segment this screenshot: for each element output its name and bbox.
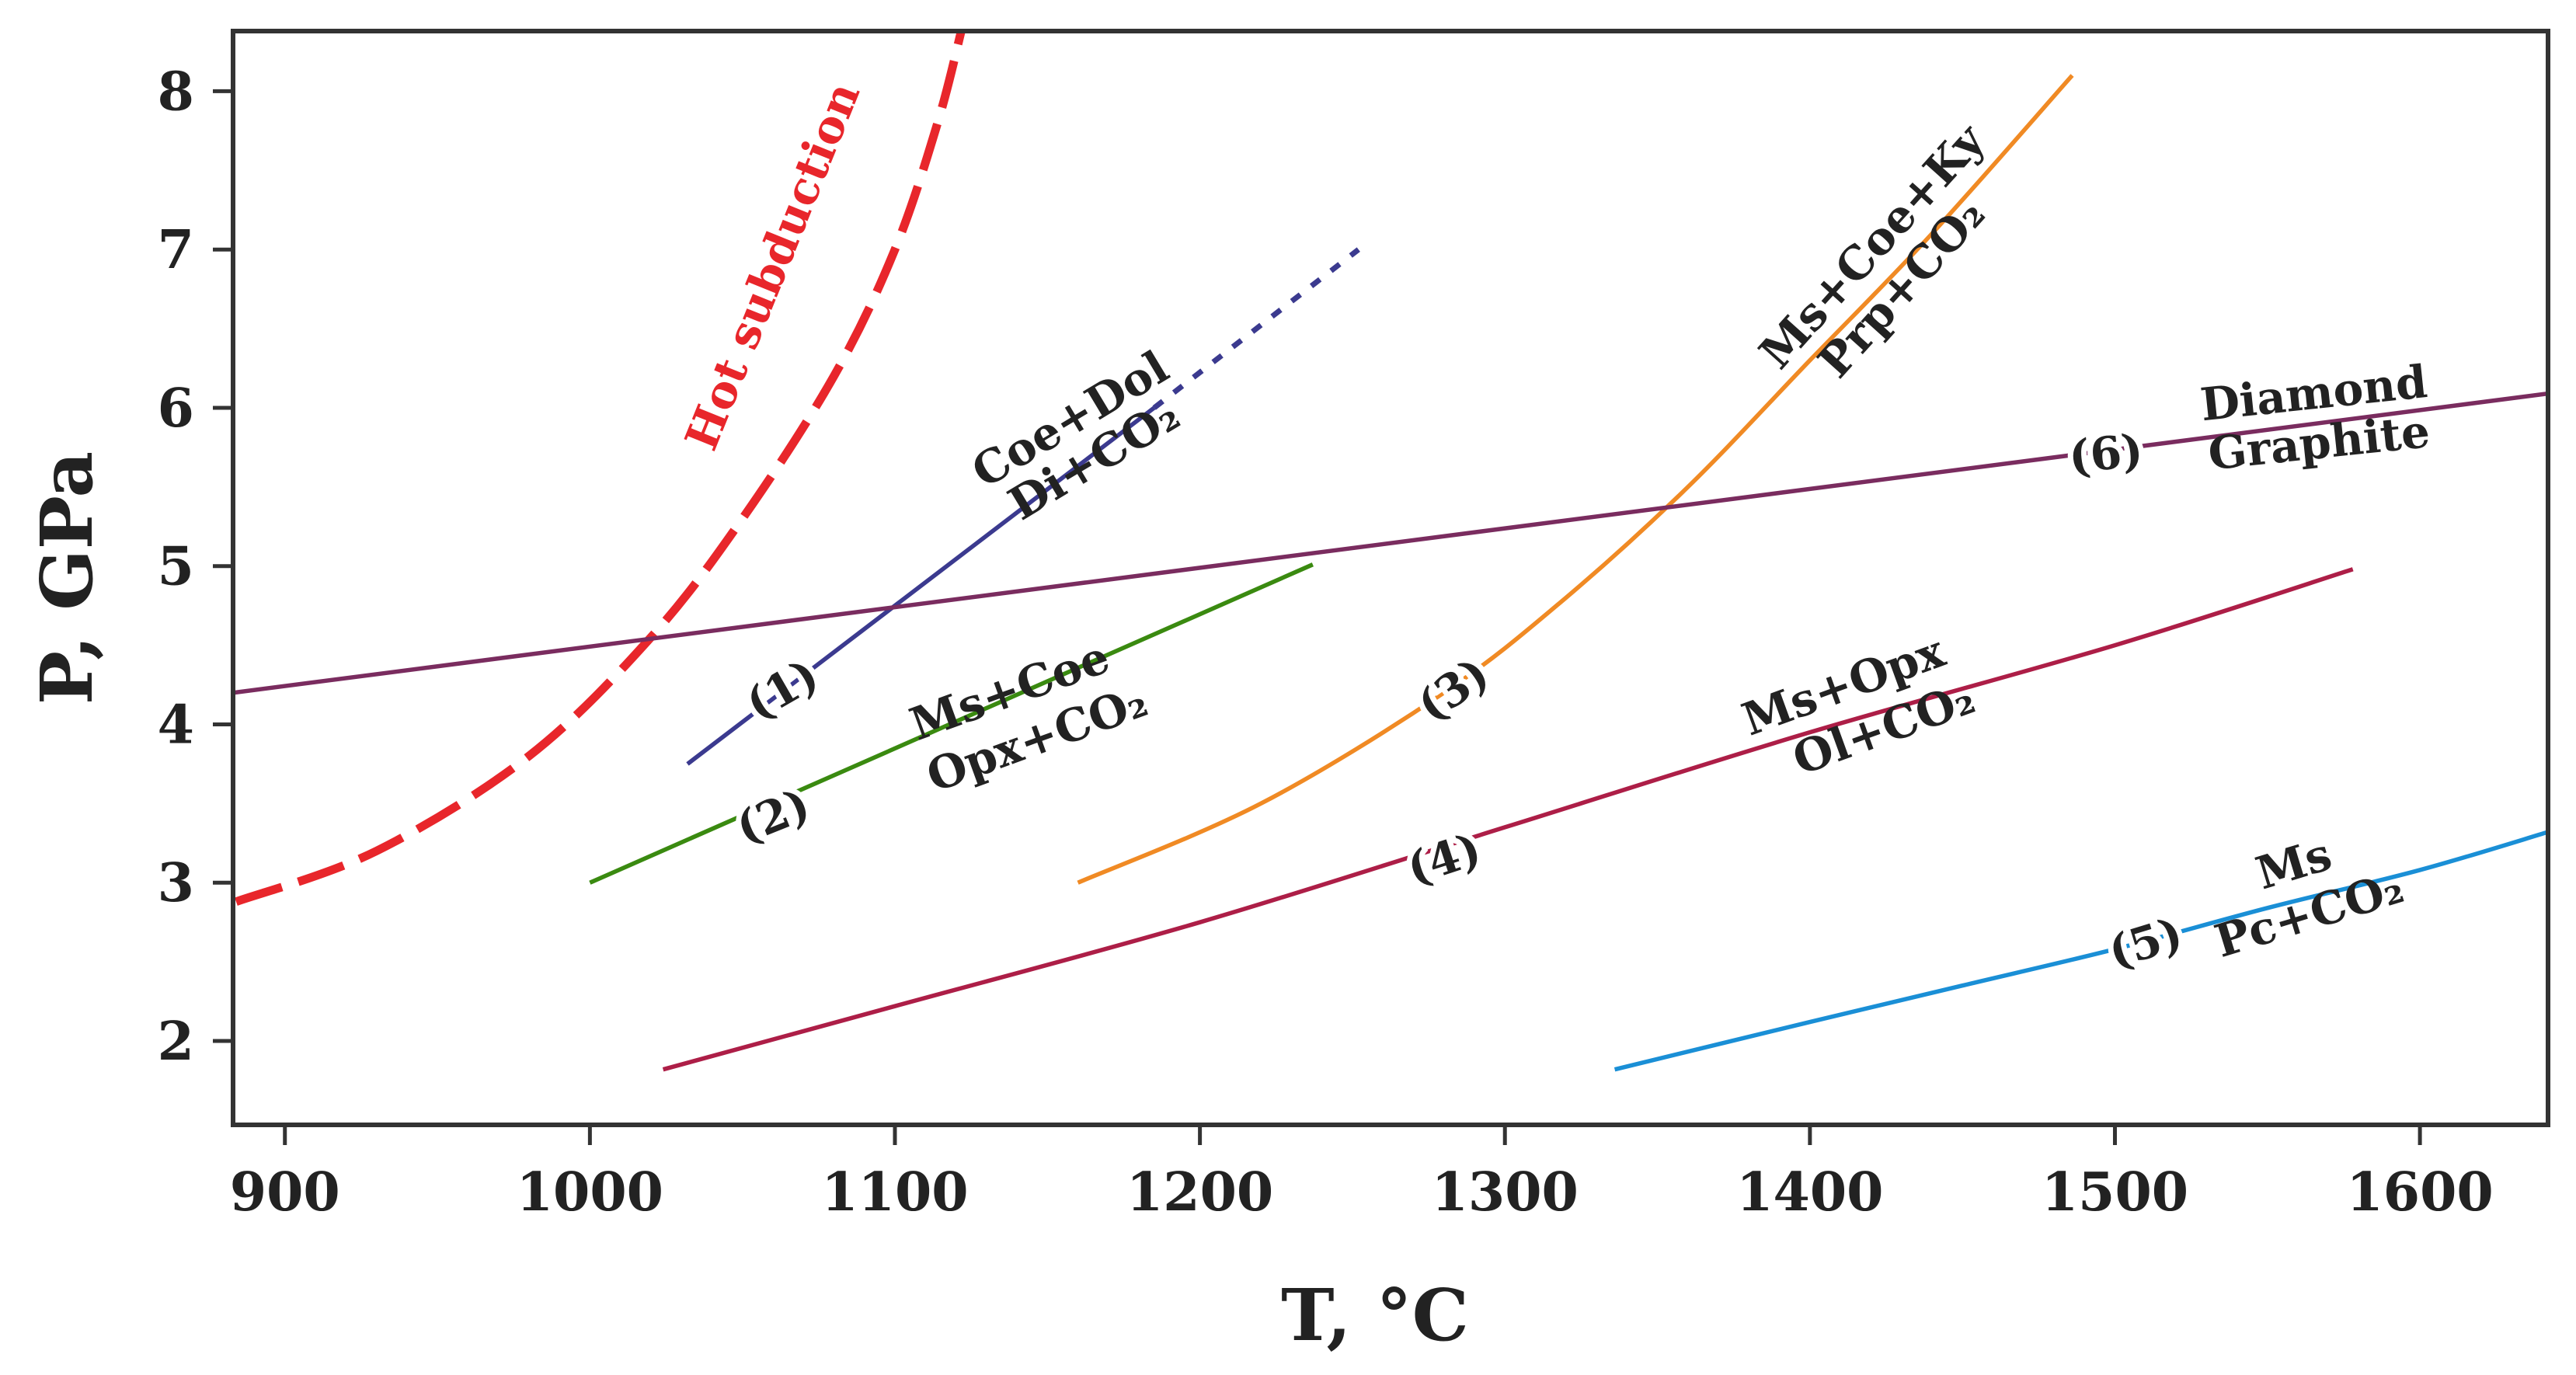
x-tick-label-1100: 1100 — [821, 1161, 968, 1224]
y-tick-label-7: 7 — [158, 219, 194, 281]
x-tick-label-1500: 1500 — [2042, 1161, 2188, 1224]
series-line-r3 — [1077, 74, 2074, 885]
series-line-r6 — [233, 391, 2548, 695]
y-tick-label-3: 3 — [158, 852, 194, 914]
series-line-r1 — [686, 406, 1156, 766]
hot-subduction-label: Hot subduction — [675, 75, 871, 457]
ticks-layer: 900 1000 1100 1200 1300 1400 1500 1600 2 3 4 5 6 7 8 — [158, 61, 2494, 1224]
y-tick-label-5: 5 — [158, 536, 194, 598]
reaction-4-labels: Ms+Opx Ol+CO₂ — [1735, 625, 1982, 786]
reaction-number-r6: (6) — [2066, 423, 2146, 484]
reaction-number-r5: (5) — [2102, 907, 2188, 979]
x-tick-label-900: 900 — [230, 1161, 340, 1224]
y-tick-label-4: 4 — [158, 694, 194, 756]
x-tick-label-1400: 1400 — [1736, 1161, 1883, 1224]
y-tick-label-2: 2 — [158, 1011, 194, 1073]
series-line-r5 — [1613, 830, 2548, 1072]
series-line-r4 — [662, 567, 2354, 1072]
x-tick-label-1200: 1200 — [1126, 1161, 1273, 1224]
x-tick-label-1600: 1600 — [2346, 1161, 2493, 1224]
curves-layer — [233, 31, 2548, 1072]
reaction-number-r4: (4) — [1401, 823, 1488, 896]
x-axis-title: T, °C — [1281, 1273, 1469, 1357]
reaction-1-labels: Coe+Dol Di+CO₂ — [963, 340, 1189, 531]
series-line-r2 — [589, 562, 1314, 885]
x-tick-label-1300: 1300 — [1432, 1161, 1579, 1224]
y-tick-label-8: 8 — [158, 61, 194, 123]
reaction-6-labels: Diamond Graphite — [2198, 355, 2432, 481]
series-line-hot — [235, 31, 966, 906]
plot-frame — [231, 29, 2550, 1127]
reaction-3-labels: Ms+Coe+Ky Prp+CO₂ — [1749, 113, 1996, 388]
reaction-number-r3: (3) — [1408, 646, 1499, 732]
series-extension-r1 — [1152, 247, 1360, 410]
reaction-5-labels: Ms Pc+CO₂ — [2209, 827, 2410, 968]
x-tick-label-1000: 1000 — [517, 1161, 663, 1224]
y-axis-title: P, GPa — [25, 451, 109, 705]
y-tick-label-6: 6 — [158, 378, 194, 440]
